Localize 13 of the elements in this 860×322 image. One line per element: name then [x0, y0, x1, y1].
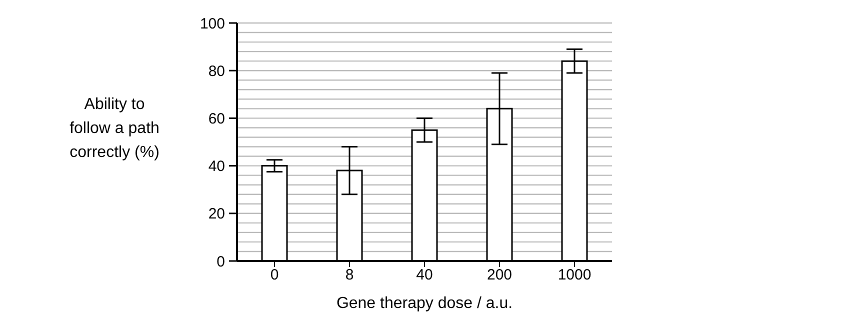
- x-axis-title: Gene therapy dose / a.u.: [336, 295, 513, 312]
- y-tick-label: 0: [216, 253, 225, 270]
- y-tick-label: 100: [200, 15, 225, 32]
- x-tick-label: 200: [486, 266, 512, 284]
- x-tick-label: 0: [270, 266, 279, 284]
- y-tick-label: 80: [208, 62, 225, 80]
- x-tick-label: 40: [416, 266, 433, 284]
- y-axis-title: Ability to follow a path correctly (%): [68, 95, 160, 163]
- y-tick-label: 40: [208, 158, 225, 176]
- y-tick-label: 60: [208, 110, 225, 128]
- x-tick-label: 1000: [558, 266, 592, 284]
- x-tick-label: 8: [345, 266, 354, 284]
- y-tick-label: 20: [208, 206, 225, 223]
